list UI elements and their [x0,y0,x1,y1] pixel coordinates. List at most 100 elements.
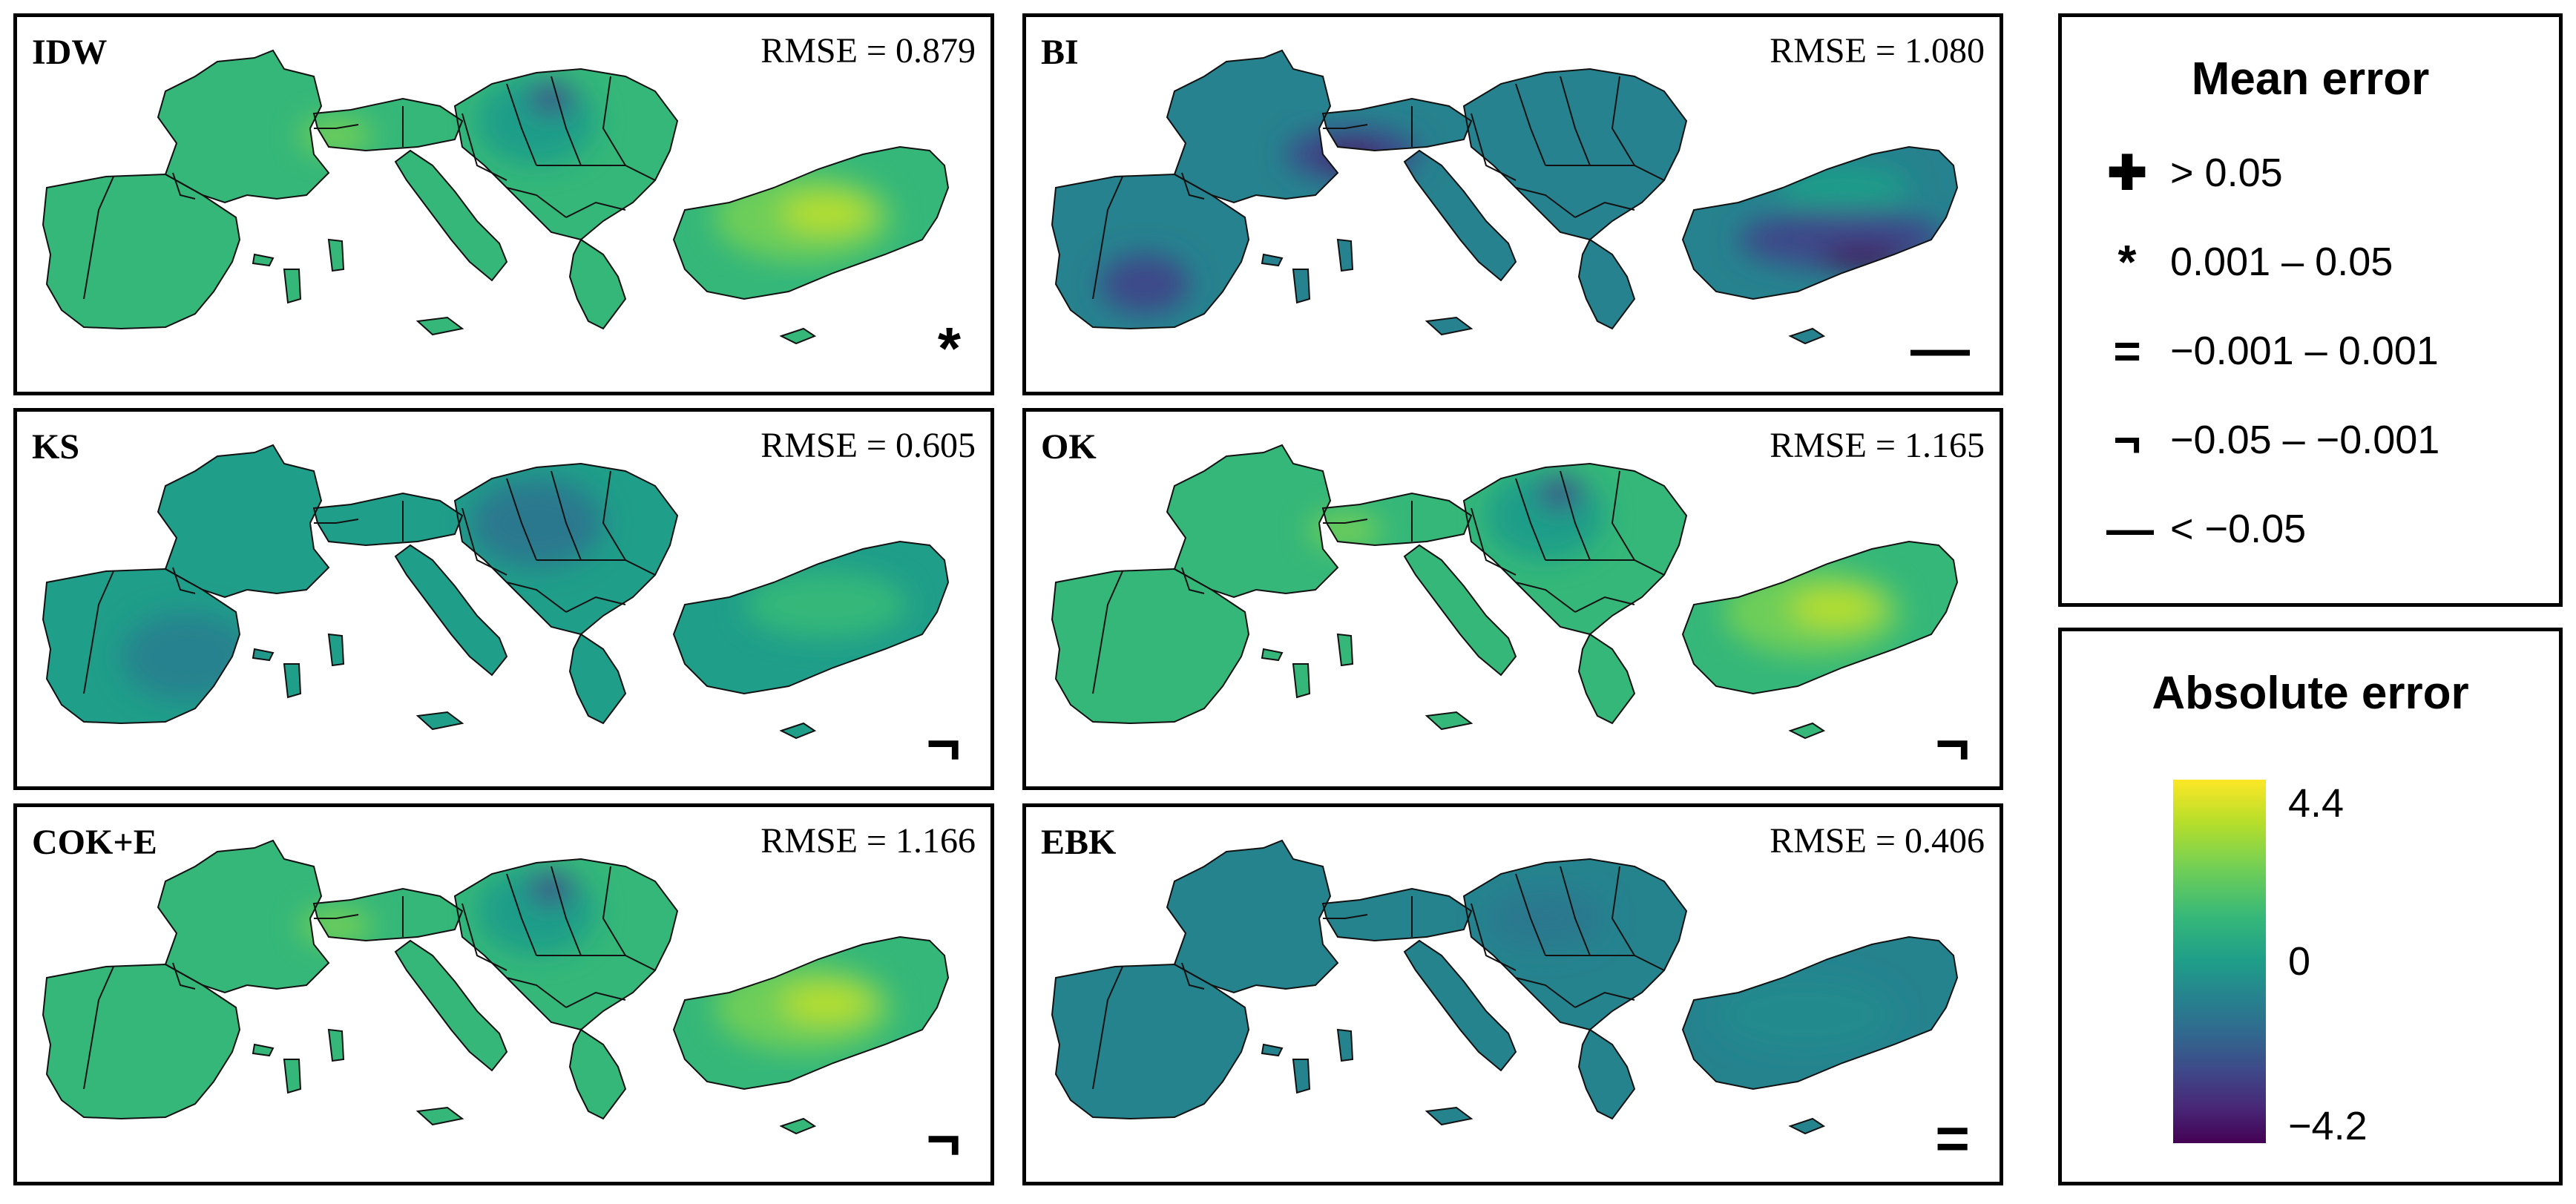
error-surface-map [42,839,950,1135]
coastline [415,1106,464,1126]
coastline [157,49,330,204]
coastline [394,149,508,282]
coastline [1681,540,1959,695]
colorbar-mid-label: 0 [2288,939,2311,984]
country-border [1560,76,1591,166]
error-hotspot [1538,478,1583,508]
country-border [1515,977,1576,1008]
map-panel-ok: OK RMSE = 1.165 ¬ [1022,408,2003,790]
coastline [394,544,508,677]
country-border [83,966,114,1090]
country-border [1515,873,1546,956]
colorbar-min-label: −4.2 [2288,1104,2368,1148]
mean-error-symbol: * [937,315,961,381]
coastline [779,722,817,740]
country-border [1515,478,1546,561]
country-border [1545,559,1665,576]
panel-title: BI [1041,33,1079,72]
coastline [394,939,508,1072]
coastline [1577,238,1636,330]
mean-error-symbol: ¬ [1935,710,1970,776]
country-border [83,176,114,300]
coastline [1336,238,1354,272]
country-border [1092,176,1123,300]
country-border [1574,991,1635,1008]
country-border [1515,187,1576,218]
error-hotspot [1308,512,1382,549]
country-border [314,519,359,524]
coastline [415,316,464,336]
coastline [1336,1028,1354,1062]
coastline [157,444,330,599]
error-hotspot [1790,590,1879,627]
coastline [1681,935,1959,1090]
coastline [672,935,950,1090]
country-border [602,76,626,166]
country-border [1181,962,1205,990]
coastline [327,238,345,272]
coastline [779,1117,817,1135]
country-border [602,470,626,561]
coastline [1462,462,1688,636]
country-border [1611,866,1635,956]
error-hotspot [1820,247,1909,269]
asterisk-symbol-icon: * [2117,235,2137,289]
coastline [327,1028,345,1062]
country-border [1574,201,1635,218]
panel-rmse: RMSE = 1.166 [760,821,976,861]
error-hotspot [470,478,603,568]
country-border [551,76,582,166]
country-border [506,582,567,613]
coastline [453,68,679,241]
coastline [1321,97,1473,152]
coastline [1788,722,1826,740]
mean-error-symbol: ¬ [926,1105,961,1171]
coastline [1261,648,1284,662]
country-border [506,873,537,956]
coastline [283,663,302,699]
coastline [252,648,275,662]
country-border [602,866,626,956]
mean-error-legend-item: — < −0.05 [2106,505,2307,553]
mean-error-symbol: — [1910,315,1970,381]
mean-error-label: < −0.05 [2170,507,2307,551]
country-border [83,570,114,694]
coastline [1166,839,1339,994]
coastline [1462,858,1688,1031]
error-surface-fill [43,50,948,343]
coastline [1577,1028,1636,1120]
country-border [461,903,507,971]
map-panel-ebk: EBK RMSE = 0.406 = [1022,803,2003,1185]
country-border [314,914,359,919]
error-hotspot [299,117,373,154]
country-border [1471,507,1517,576]
coastline [1403,544,1517,677]
mean-error-legend-item: * 0.001 – 0.05 [2106,235,2393,289]
absolute-error-legend-title: Absolute error [2152,668,2469,719]
country-border [565,991,626,1008]
country-border [506,478,537,561]
error-surface-fill [1052,50,1957,343]
coastline [779,327,817,345]
country-border [461,507,507,576]
mean-error-label: > 0.05 [2170,151,2283,195]
country-border [461,113,507,181]
error-hotspot [1100,254,1189,314]
error-hotspot [744,571,907,638]
coastline [1681,145,1959,300]
error-hotspot [781,195,870,232]
panel-rmse: RMSE = 0.879 [760,31,976,70]
coastline [1462,68,1688,241]
error-surface-map [42,49,950,345]
country-border [536,559,656,576]
mean-error-label: −0.05 – −0.001 [2170,418,2440,462]
mean-error-legend-title: Mean error [2191,53,2430,105]
panel-rmse: RMSE = 0.605 [760,426,976,465]
country-border [565,201,626,218]
coastline [157,839,330,994]
country-border [536,165,656,181]
coastline [1577,633,1636,725]
error-hotspot [1716,978,1894,1052]
coastline [283,1059,302,1094]
panel-title: COK+E [32,823,157,862]
